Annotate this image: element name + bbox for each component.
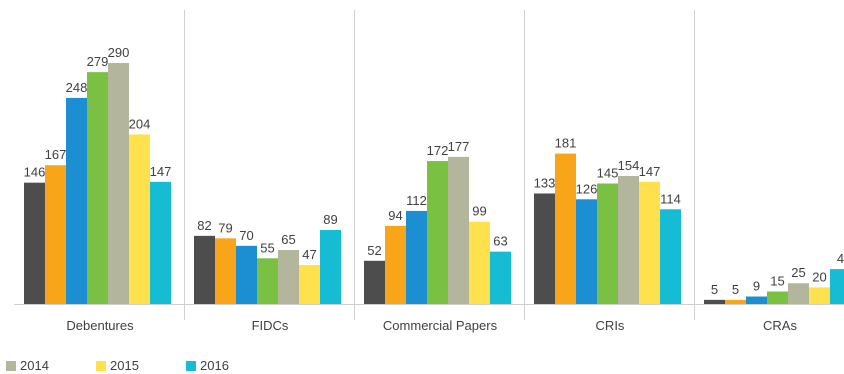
bar-commercial-papers-2016 [490,251,511,304]
data-label-fidcs-series-4: 55 [260,240,274,255]
category-label-fidcs: FIDCs [252,318,289,333]
bar-commercial-papers-series-2 [385,225,406,304]
bar-cras-2016 [830,269,844,304]
bar-debentures-2015 [129,134,150,304]
bar-cras-series-4 [767,291,788,304]
bar-fidcs-2016 [320,230,341,304]
data-label-cris-2016: 114 [660,191,681,206]
data-label-commercial-papers-2015: 99 [472,204,486,219]
data-label-cras-series-2: 5 [732,282,739,297]
data-label-debentures-series-2: 167 [45,147,67,162]
data-label-commercial-papers-series-1: 52 [367,243,381,258]
bar-fidcs-series-2 [215,238,236,304]
legend-swatch-2014 [6,360,16,371]
bar-cris-series-1 [534,193,555,304]
data-label-fidcs-series-3: 70 [239,228,253,243]
bar-cris-series-2 [555,153,576,304]
legend-label-2015: 2015 [110,358,139,373]
bar-commercial-papers-series-1 [364,260,385,304]
data-label-fidcs-series-1: 82 [197,218,211,233]
bar-cris-2015 [639,181,660,304]
data-label-commercial-papers-2014: 177 [448,139,470,154]
bar-cris-2016 [660,209,681,304]
data-label-fidcs-2015: 47 [302,247,316,262]
category-label-commercial-papers: Commercial Papers [383,318,498,333]
data-label-debentures-series-4: 279 [87,54,109,69]
data-label-cras-2014: 25 [791,265,805,280]
legend-swatch-2016 [186,360,196,371]
legend-item-2015: 2015 [96,358,186,373]
category-label-cris: CRIs [596,318,625,333]
bar-cras-2014 [788,283,809,304]
bar-cras-series-1 [704,299,725,304]
data-label-cras-2016: 4 [837,251,844,266]
data-label-debentures-series-1: 146 [24,165,46,180]
legend: 2014 2015 2016 [6,358,276,373]
bar-debentures-series-1 [24,182,45,304]
data-label-cris-2014: 154 [618,158,640,173]
bar-cris-2014 [618,176,639,304]
bar-cras-series-3 [746,296,767,304]
data-label-commercial-papers-series-3: 112 [406,193,427,208]
data-label-fidcs-2016: 89 [323,212,337,227]
data-label-cris-series-2: 181 [555,136,577,151]
data-label-debentures-2016: 147 [150,164,172,179]
data-label-debentures-series-3: 248 [66,80,88,95]
data-label-fidcs-2014: 65 [281,232,295,247]
data-label-debentures-2015: 204 [129,116,151,131]
bar-fidcs-2014 [278,249,299,304]
data-label-cris-series-1: 133 [534,175,556,190]
legend-item-2016: 2016 [186,358,276,373]
legend-label-2014: 2014 [20,358,49,373]
bar-debentures-series-4 [87,72,108,304]
data-label-commercial-papers-2016: 63 [493,234,507,249]
data-label-commercial-papers-series-2: 94 [388,208,402,223]
bar-commercial-papers-series-4 [427,161,448,304]
data-label-cras-series-3: 9 [753,279,760,294]
bar-commercial-papers-series-3 [406,210,427,304]
bar-debentures-2014 [108,63,129,304]
bar-fidcs-series-4 [257,258,278,304]
data-label-cris-series-4: 145 [597,166,619,181]
bar-fidcs-series-1 [194,235,215,304]
data-label-fidcs-series-2: 79 [218,220,232,235]
legend-label-2016: 2016 [200,358,229,373]
bar-fidcs-2015 [299,264,320,304]
data-label-cris-series-3: 126 [576,181,598,196]
data-label-debentures-2014: 290 [108,45,130,60]
bar-commercial-papers-2014 [448,156,469,304]
bar-debentures-series-2 [45,165,66,304]
data-label-commercial-papers-series-4: 172 [427,143,449,158]
bar-debentures-2016 [150,181,171,304]
data-label-cras-2015: 20 [812,269,826,284]
data-label-cras-series-4: 15 [770,274,784,289]
bar-cras-series-2 [725,299,746,304]
category-label-debentures: Debentures [66,318,134,333]
data-label-cris-2015: 147 [639,164,661,179]
bar-cris-series-4 [597,183,618,304]
legend-swatch-2015 [96,360,106,371]
bar-cris-series-3 [576,199,597,304]
bar-cras-2015 [809,287,830,304]
legend-item-2014: 2014 [6,358,96,373]
category-label-cras: CRAs [763,318,797,333]
bar-fidcs-series-3 [236,245,257,304]
data-label-cras-series-1: 5 [711,282,718,297]
bar-debentures-series-3 [66,97,87,305]
bar-commercial-papers-2015 [469,221,490,304]
